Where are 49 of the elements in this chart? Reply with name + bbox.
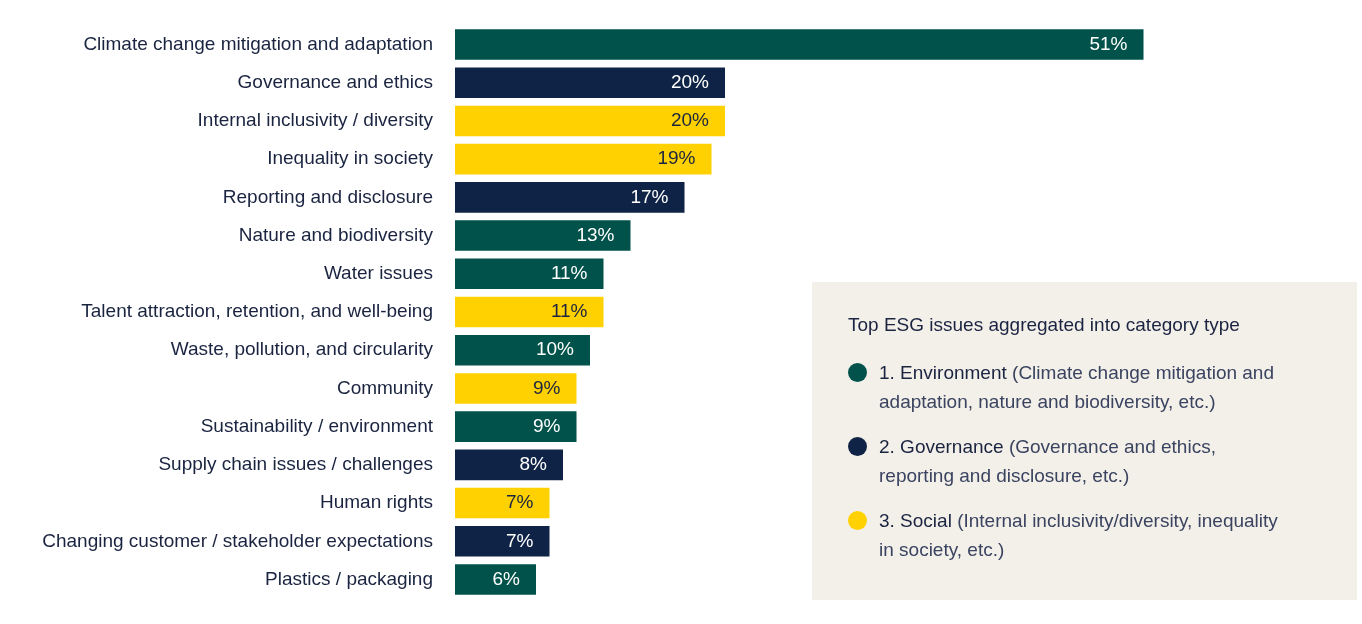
bar (455, 296, 604, 328)
data-label: 7% (506, 529, 534, 551)
bar (455, 526, 550, 557)
data-label: 51% (1089, 32, 1128, 54)
y-tick-label: Governance and ethics (237, 70, 433, 92)
data-label: 10% (535, 338, 575, 360)
bar (455, 258, 604, 290)
data-label: 11% (550, 262, 588, 284)
y-tick-label: Waste, pollution, and circularity (170, 338, 434, 360)
y-tick-label: Supply chain issues / challenges (158, 453, 433, 475)
data-label: 20% (670, 70, 710, 92)
y-tick-label: Internal inclusivity / diversity (197, 109, 434, 131)
data-label: 7% (506, 491, 534, 513)
bar (455, 182, 685, 213)
data-label: 9% (533, 414, 561, 436)
legend-label: 3. Social (Internal inclusivity/diversity, inequality in society, etc.) (879, 510, 1278, 560)
bar (455, 334, 590, 366)
y-tick-label: Plastics / packaging (265, 567, 433, 589)
legend-label: 1. Environment (Climate change mitigation and adaptation, nature and biodiversity, etc.) (879, 362, 1274, 412)
data-label: 9% (533, 376, 561, 398)
y-tick-label: Water issues (323, 262, 433, 284)
bar (455, 373, 577, 404)
y-tick-label: Climate change mitigation and adaptation (83, 32, 433, 54)
bar (455, 220, 631, 251)
data-label: 19% (657, 147, 696, 169)
bar (455, 487, 550, 519)
y-tick-label: Talent attraction, retention, and well-being (81, 300, 433, 322)
y-tick-label: Community (336, 376, 434, 398)
bar (455, 411, 577, 442)
bar (455, 449, 563, 481)
data-label: 11% (550, 300, 588, 322)
bar (455, 564, 536, 595)
data-label: 13% (576, 223, 615, 245)
bar (455, 29, 1144, 60)
bar (455, 105, 725, 137)
legend-title: Top ESG issues aggregated into category type (848, 314, 1241, 336)
data-label: 8% (519, 453, 548, 475)
y-tick-label: Reporting and disclosure (222, 185, 433, 207)
data-label: 20% (670, 109, 710, 131)
data-label: 17% (630, 185, 669, 207)
bar (455, 67, 725, 99)
y-tick-label: Changing customer / stakeholder expectations (42, 529, 433, 551)
bar (455, 143, 712, 175)
legend-label: 2. Governance (Governance and ethics, reporting and disclosure, etc.) (879, 436, 1216, 486)
y-tick-label: Nature and biodiversity (238, 223, 434, 245)
y-tick-label: Sustainability / environment (200, 414, 434, 436)
data-label: 6% (492, 567, 521, 589)
y-tick-label: Human rights (320, 491, 433, 513)
y-tick-label: Inequality in society (267, 147, 434, 169)
